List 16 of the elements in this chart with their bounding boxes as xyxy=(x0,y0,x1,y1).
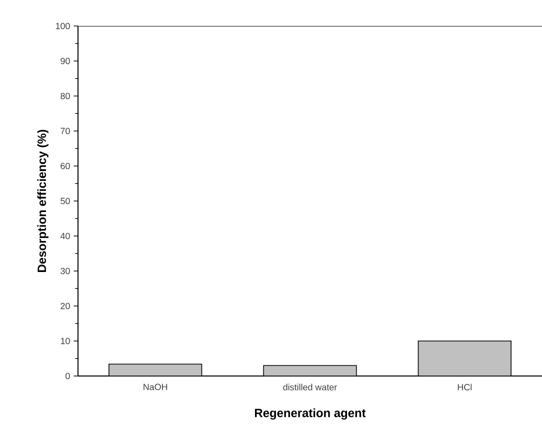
y-tick-label: 100 xyxy=(56,22,70,30)
x-tick-label: NaOH xyxy=(144,384,168,390)
y-tick-label: 10 xyxy=(60,338,70,344)
y-tick-label: 60 xyxy=(60,162,70,170)
y-axis-title: Desorption efficiency (%) xyxy=(37,130,48,272)
y-tick-label: 80 xyxy=(60,92,70,100)
y-tick-label: 50 xyxy=(60,198,70,204)
y-tick-label: 20 xyxy=(60,302,70,310)
y-tick-label: 90 xyxy=(60,58,70,64)
x-axis-title: Regeneration agent xyxy=(255,408,366,420)
y-tick-label: 30 xyxy=(60,268,70,274)
y-tick-label: 40 xyxy=(60,232,70,240)
y-tick-label: 70 xyxy=(60,128,70,134)
x-tick-label: distilled water xyxy=(283,384,337,390)
x-tick-label: HCl xyxy=(458,384,472,390)
y-tick-label: 0 xyxy=(66,372,70,380)
